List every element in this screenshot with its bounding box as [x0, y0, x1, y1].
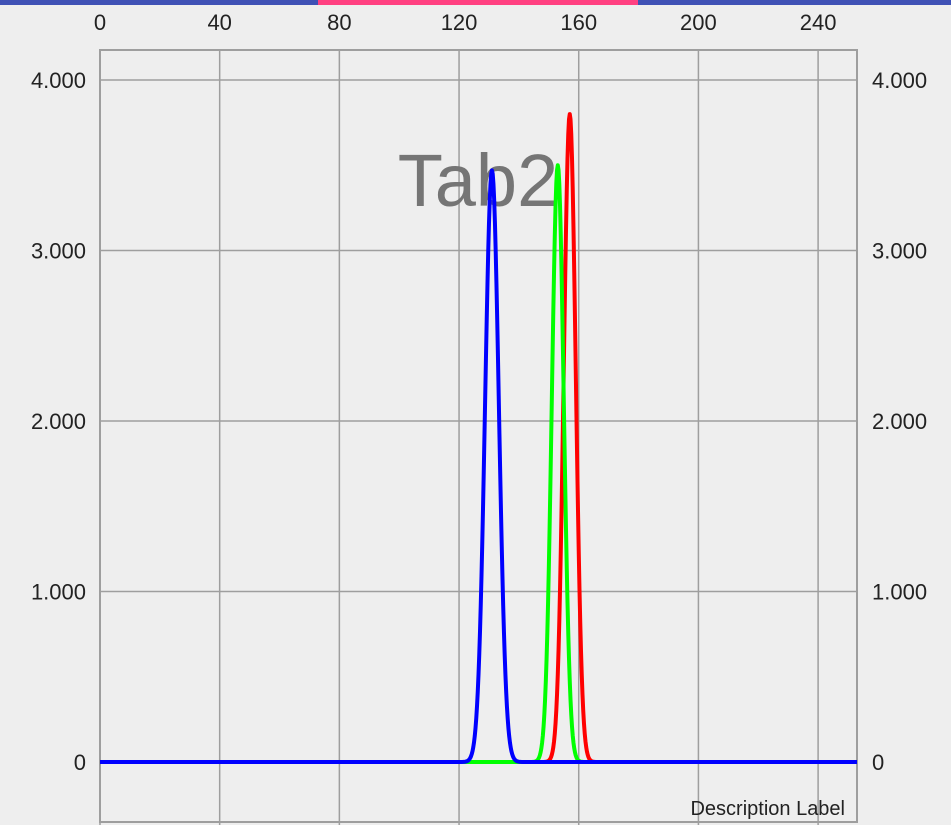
y-left-tick-label: 0 — [74, 750, 86, 775]
x-tick-label: 40 — [207, 10, 231, 35]
y-right-tick-label: 3.000 — [872, 239, 927, 264]
y-right-tick-label: 2.000 — [872, 409, 927, 434]
x-tick-label: 200 — [680, 10, 717, 35]
x-tick-label: 120 — [441, 10, 478, 35]
y-left-tick-label: 4.000 — [31, 68, 86, 93]
description-label: Description Label — [690, 798, 845, 820]
y-left-tick-label: 2.000 — [31, 409, 86, 434]
y-right-tick-label: 0 — [872, 750, 884, 775]
x-tick-label: 160 — [560, 10, 597, 35]
x-tick-label: 0 — [94, 10, 106, 35]
series-line-2 — [98, 168, 859, 764]
y-left-tick-label: 3.000 — [31, 239, 86, 264]
y-left-tick-label: 1.000 — [31, 580, 86, 605]
tab-indicator — [318, 0, 638, 5]
tab-bar[interactable] — [0, 0, 951, 5]
y-right-tick-label: 4.000 — [872, 68, 927, 93]
y-right-tick-label: 1.000 — [872, 580, 927, 605]
x-tick-label: 240 — [800, 10, 837, 35]
center-label: Tab2 — [398, 139, 558, 222]
x-tick-label: 80 — [327, 10, 351, 35]
